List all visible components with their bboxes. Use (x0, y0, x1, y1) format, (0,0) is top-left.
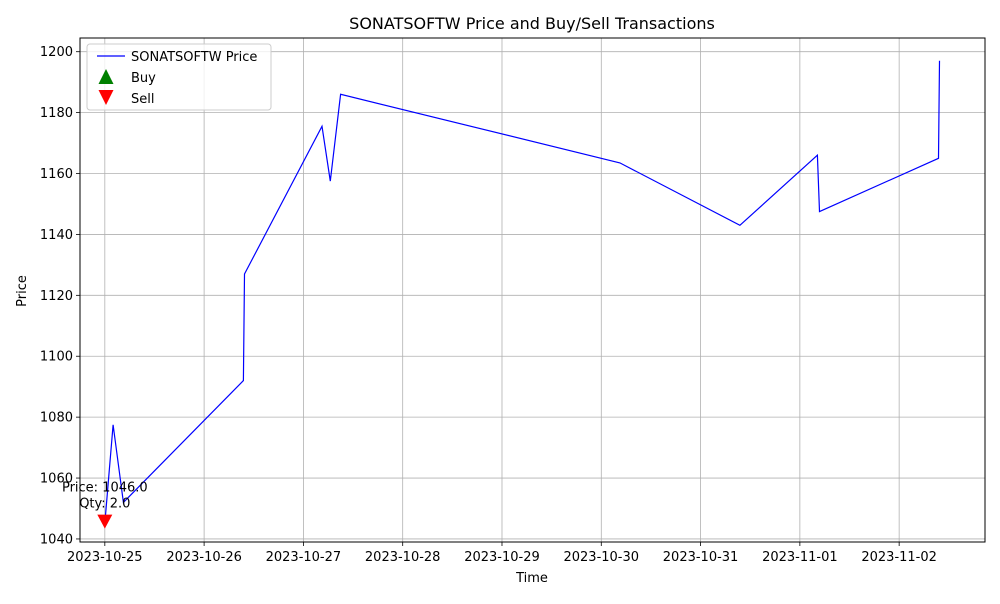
x-tick-label: 2023-10-30 (563, 550, 639, 565)
y-axis-ticks: 1040 1060 1080 1100 1120 1140 1160 1180 1200 (40, 45, 80, 547)
y-tick-label: 1160 (40, 167, 73, 182)
grid (80, 38, 985, 542)
y-tick-label: 1060 (40, 472, 73, 487)
legend-frame (86, 43, 272, 111)
legend-buy-label: Buy (131, 71, 156, 86)
transaction-annotation-line: Price: 1046.0 (62, 481, 148, 496)
marker-layer (97, 514, 113, 529)
plot-frame (79, 37, 986, 543)
x-tick-label: 2023-10-29 (464, 550, 540, 565)
x-tick-label: 2023-10-28 (365, 550, 441, 565)
legend-buy-marker (98, 69, 114, 84)
y-tick-label: 1200 (40, 45, 73, 60)
y-axis-label: Price (15, 275, 30, 307)
y-tick-label: 1100 (40, 350, 73, 365)
x-tick-label: 2023-10-27 (266, 550, 342, 565)
legend-sell-label: Sell (131, 92, 154, 107)
y-tick-label: 1080 (40, 411, 73, 426)
sell-marker (97, 514, 113, 529)
x-axis-label: Time (515, 571, 548, 586)
legend-sell-marker (98, 90, 114, 105)
y-tick-label: 1140 (40, 228, 73, 243)
x-tick-label: 2023-11-02 (861, 550, 937, 565)
price-series-line (104, 60, 941, 524)
x-tick-label: 2023-11-01 (762, 550, 838, 565)
x-axis-ticks: 2023-10-25 2023-10-26 2023-10-27 2023-10-28… (67, 542, 937, 565)
x-tick-label: 2023-10-31 (663, 550, 739, 565)
transaction-annotation-line: Qty: 2.0 (79, 497, 130, 512)
legend-price-label: SONATSOFTW Price (131, 50, 257, 65)
series-layer (104, 60, 941, 524)
y-tick-label: 1040 (40, 532, 73, 547)
x-tick-label: 2023-10-26 (166, 550, 242, 565)
chart-title: SONATSOFTW Price and Buy/Sell Transactio… (349, 14, 715, 33)
y-tick-label: 1120 (40, 289, 73, 304)
x-tick-label: 2023-10-25 (67, 550, 143, 565)
y-tick-label: 1180 (40, 106, 73, 121)
legend: SONATSOFTW Price Buy Sell (86, 43, 272, 111)
